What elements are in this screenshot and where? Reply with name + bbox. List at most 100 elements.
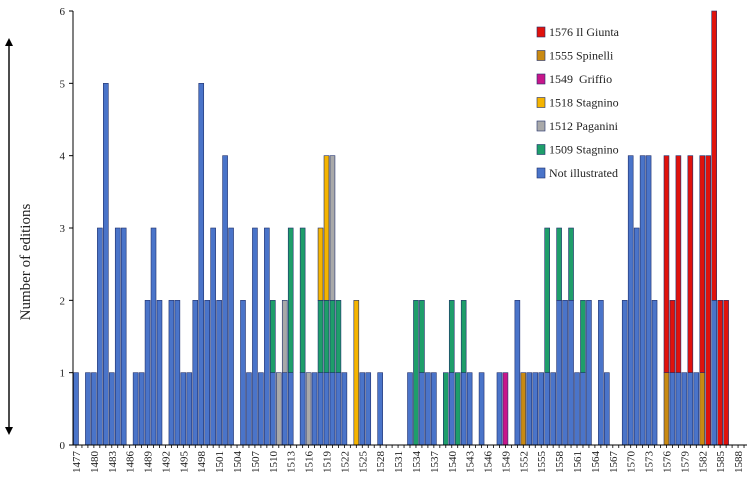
bar-1576-il-giunta-1584 <box>711 10 717 301</box>
bar-1509-stagnino-1556 <box>544 227 550 373</box>
bar-not-illustrated-1517 <box>311 372 318 446</box>
legend-swatch-3 <box>536 97 546 108</box>
bar-not-illustrated-1499 <box>204 300 210 446</box>
bar-1509-stagnino-1541 <box>454 372 461 446</box>
bar-1512-paganini-1511 <box>275 372 282 446</box>
x-tick-label-1519: 1519 <box>321 451 333 474</box>
legend-swatch-1 <box>536 50 546 61</box>
bar-not-illustrated-1537 <box>431 372 437 446</box>
bar-not-illustrated-1563 <box>586 300 592 446</box>
legend-label-2: 1549 Griffio <box>549 72 612 86</box>
bar-not-illustrated-1479 <box>85 372 91 446</box>
bar-not-illustrated-1528 <box>377 372 383 446</box>
bar-not-illustrated-1513 <box>287 372 294 446</box>
x-tick-label-1489: 1489 <box>143 451 155 474</box>
x-tick-label-1543: 1543 <box>465 451 477 474</box>
x-tick-label-1516: 1516 <box>304 451 316 474</box>
bar-not-illustrated-1480 <box>91 372 97 446</box>
bar-not-illustrated-1559 <box>562 300 568 446</box>
y-tick-label-6: 6 <box>60 6 66 18</box>
bar-not-illustrated-1497 <box>192 300 199 446</box>
x-tick-label-1492: 1492 <box>160 451 172 473</box>
bar-not-illustrated-1495 <box>180 372 187 446</box>
bar-1555-spinelli-1576 <box>663 372 670 446</box>
bar-not-illustrated-1484 <box>114 227 121 446</box>
bar-not-illustrated-1562 <box>580 372 586 446</box>
x-tick-label-1486: 1486 <box>125 451 137 474</box>
x-tick-label-1582: 1582 <box>697 451 709 473</box>
legend-label-3: 1518 Stagnino <box>549 96 619 110</box>
bar-not-illustrated-1502 <box>222 155 228 446</box>
bar-not-illustrated-1496 <box>186 372 193 446</box>
bar-1518-stagnino-1519 <box>323 155 330 301</box>
x-tick-label-1552: 1552 <box>518 451 530 473</box>
x-tick-label-1528: 1528 <box>375 451 387 474</box>
legend-swatch-2 <box>536 73 546 85</box>
legend-swatch-6 <box>536 167 546 179</box>
bar-not-illustrated-1521 <box>335 372 342 446</box>
bar-1576-il-giunta-1576 <box>663 155 670 373</box>
bar-1576-il-giunta-1585 <box>717 300 723 446</box>
bar-not-illustrated-1498 <box>198 83 205 446</box>
bar-not-illustrated-1522 <box>341 372 348 446</box>
bar-1509-stagnino-1510 <box>270 300 276 373</box>
x-tick-label-1585: 1585 <box>715 451 727 474</box>
bar-1509-stagnino-1534 <box>413 300 419 446</box>
y-arrow-head-down <box>5 427 13 435</box>
bar-1509-stagnino-1518 <box>317 300 324 373</box>
bar-not-illustrated-1509 <box>264 227 270 446</box>
legend-label-4: 1512 Paganini <box>549 119 619 133</box>
y-tick-label-2: 2 <box>60 295 66 307</box>
bar-not-illustrated-1543 <box>466 372 473 446</box>
bar-not-illustrated-1542 <box>460 372 467 446</box>
bar-not-illustrated-1493 <box>168 300 175 446</box>
legend-swatch-4 <box>536 120 546 132</box>
bar-not-illustrated-1573 <box>645 155 652 446</box>
y-tick-label-3: 3 <box>60 223 66 235</box>
x-tick-label-1501: 1501 <box>214 451 226 473</box>
x-tick-label-1498: 1498 <box>196 451 208 474</box>
bar-not-illustrated-1533 <box>407 372 413 446</box>
bar-not-illustrated-1481 <box>97 227 103 446</box>
x-tick-label-1558: 1558 <box>554 451 566 474</box>
bar-1509-stagnino-1513 <box>287 227 294 373</box>
bar-1576-il-giunta-1586 <box>723 300 729 446</box>
x-tick-label-1522: 1522 <box>339 451 351 473</box>
x-tick-label-1513: 1513 <box>286 451 298 474</box>
bar-1509-stagnino-1542 <box>460 300 467 373</box>
x-tick-label-1561: 1561 <box>572 451 584 473</box>
x-tick-label-1588: 1588 <box>733 451 745 474</box>
bar-not-illustrated-1536 <box>425 372 431 446</box>
bar-not-illustrated-1506 <box>246 372 252 446</box>
bar-not-illustrated-1569 <box>621 300 628 446</box>
x-tick-label-1555: 1555 <box>536 451 548 474</box>
bar-not-illustrated-1540 <box>448 372 455 446</box>
bar-not-illustrated-1483 <box>108 372 115 446</box>
bar-1509-stagnino-1515 <box>299 227 306 373</box>
bar-not-illustrated-1560 <box>568 300 574 446</box>
bar-not-illustrated-1525 <box>359 372 366 446</box>
x-tick-label-1507: 1507 <box>250 451 262 474</box>
x-tick-label-1534: 1534 <box>411 451 423 474</box>
x-tick-label-1537: 1537 <box>429 451 441 474</box>
bar-1512-paganini-1512 <box>281 300 288 373</box>
x-tick-label-1525: 1525 <box>357 451 369 474</box>
bar-not-illustrated-1571 <box>633 227 640 446</box>
bar-1509-stagnino-1535 <box>419 300 425 373</box>
bar-not-illustrated-1581 <box>693 372 700 446</box>
bar-not-illustrated-1584 <box>711 300 717 446</box>
bar-1576-il-giunta-1583 <box>705 155 712 446</box>
bar-1509-stagnino-1558 <box>556 227 562 301</box>
bar-1512-paganini-1516 <box>305 372 312 446</box>
bar-not-illustrated-1553 <box>526 372 533 446</box>
bar-1509-stagnino-1539 <box>443 372 449 446</box>
x-tick-label-1480: 1480 <box>89 451 101 474</box>
axes: 0 1 2 3 4 5 6 1477 1480 1483 1486 1489 1492 1495 1498 1… <box>5 6 747 473</box>
bar-1576-il-giunta-1578 <box>675 155 682 373</box>
bar-not-illustrated-1551 <box>514 300 521 446</box>
x-tick-label-1546: 1546 <box>483 450 495 473</box>
x-tick-label-1570: 1570 <box>626 451 638 474</box>
bar-not-illustrated-1508 <box>258 372 264 446</box>
bar-1509-stagnino-1540 <box>448 300 455 373</box>
x-tick-label-1495: 1495 <box>178 451 190 474</box>
